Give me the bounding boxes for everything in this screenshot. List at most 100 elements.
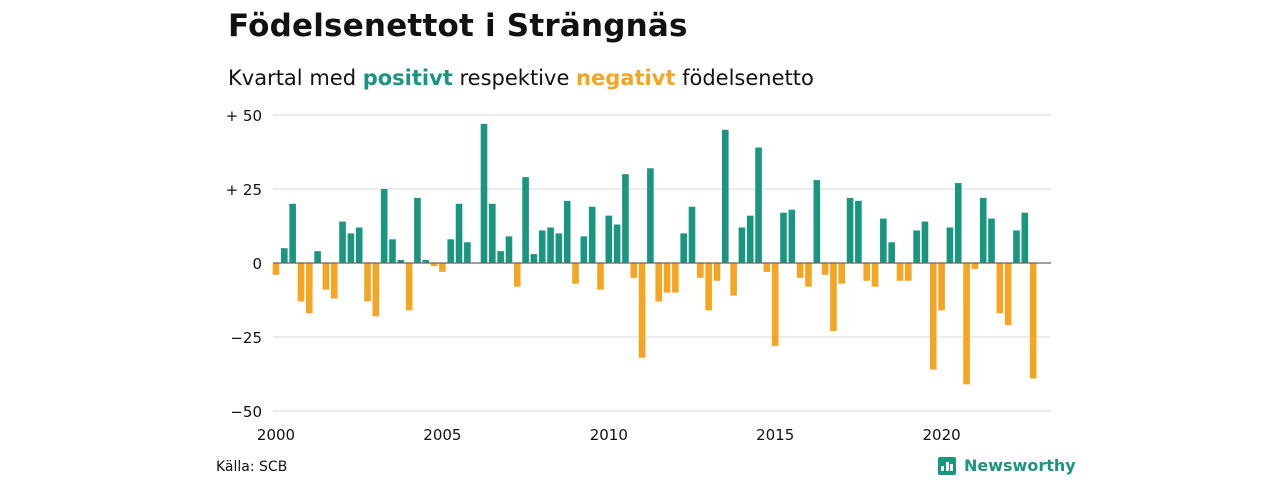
bar	[414, 197, 421, 263]
source-note: Källa: SCB	[216, 459, 288, 475]
bar	[805, 263, 812, 287]
bar	[954, 183, 962, 263]
bar	[647, 168, 654, 263]
bar	[522, 177, 529, 263]
bar	[713, 263, 721, 281]
bar-chart-icon	[938, 456, 956, 475]
bar	[297, 263, 305, 302]
bar	[497, 251, 504, 263]
bar	[355, 227, 363, 263]
bar	[489, 203, 496, 263]
bar	[796, 263, 804, 278]
bar	[821, 263, 829, 275]
bar	[663, 263, 671, 293]
bar	[464, 242, 471, 263]
bar	[330, 263, 338, 299]
bar	[638, 263, 646, 358]
bar	[1029, 263, 1037, 379]
bar	[905, 263, 912, 281]
bar	[655, 263, 663, 302]
bar	[289, 203, 296, 263]
bar	[813, 180, 821, 263]
bar	[979, 197, 987, 263]
bar	[305, 263, 313, 314]
bar	[896, 263, 904, 281]
bar	[763, 263, 771, 272]
bar	[572, 263, 579, 284]
bar	[688, 206, 696, 263]
y-tick-label: 0	[252, 255, 262, 273]
bar	[339, 221, 346, 263]
chart-subtitle: Kvartal med positivt respektive negativt…	[228, 66, 814, 90]
bar	[322, 263, 330, 290]
bar	[380, 189, 388, 263]
bar	[422, 260, 430, 263]
bar	[913, 230, 920, 263]
y-tick-label: + 50	[226, 107, 262, 125]
bar	[272, 263, 280, 275]
bar	[314, 251, 321, 263]
bar	[680, 233, 687, 263]
bar	[372, 263, 380, 317]
bar	[871, 263, 879, 287]
bar	[738, 227, 746, 263]
y-tick-label: + 25	[226, 181, 262, 199]
bar	[888, 242, 895, 263]
bar	[397, 260, 405, 263]
bar	[855, 200, 862, 263]
bar	[563, 200, 571, 263]
bar	[838, 263, 846, 284]
subtitle-text-post: födelsenetto	[675, 66, 814, 90]
bar	[439, 263, 446, 272]
bar	[929, 263, 937, 370]
bar	[771, 263, 779, 346]
bar	[880, 218, 887, 263]
bar	[1004, 263, 1012, 326]
bar	[938, 263, 945, 311]
bar	[364, 263, 371, 302]
bar	[430, 263, 438, 266]
x-tick-label: 2015	[756, 426, 794, 444]
x-axis: 2000 2005 2010 2015 2020	[257, 426, 961, 444]
x-tick-label: 2000	[257, 426, 295, 444]
brand-logo[interactable]: Newsworthy	[938, 456, 1076, 475]
bar	[405, 263, 413, 311]
bar	[988, 218, 995, 263]
bar	[971, 263, 979, 269]
bar	[613, 224, 621, 263]
bar	[1013, 230, 1020, 263]
bar	[963, 263, 970, 385]
bar	[996, 263, 1004, 314]
bar	[672, 263, 679, 293]
y-axis: + 50 + 25 0 −25 −50	[226, 107, 262, 421]
bar	[547, 227, 554, 263]
bar	[538, 230, 546, 263]
bar	[513, 263, 521, 287]
y-tick-label: −50	[230, 403, 262, 421]
bar	[597, 263, 604, 290]
bar	[746, 215, 754, 263]
bar	[721, 129, 729, 263]
bar	[480, 123, 488, 263]
bar	[555, 233, 563, 263]
bar	[588, 206, 596, 263]
chart-title: Födelsenettot i Strängnäs	[228, 8, 688, 44]
bar	[705, 263, 712, 311]
y-tick-label: −25	[230, 329, 262, 347]
grid-lines	[273, 114, 1051, 412]
bar	[347, 233, 355, 263]
bar	[530, 254, 538, 263]
x-tick-label: 2010	[590, 426, 628, 444]
subtitle-text-mid: respektive	[452, 66, 577, 90]
bar	[505, 236, 513, 263]
subtitle-negative-label: negativt	[576, 66, 676, 90]
bar	[281, 248, 288, 263]
bar	[605, 215, 613, 263]
bar	[780, 212, 787, 263]
bar	[697, 263, 704, 278]
bar	[946, 227, 954, 263]
bar	[630, 263, 638, 278]
bar	[622, 174, 629, 263]
bar	[830, 263, 837, 332]
